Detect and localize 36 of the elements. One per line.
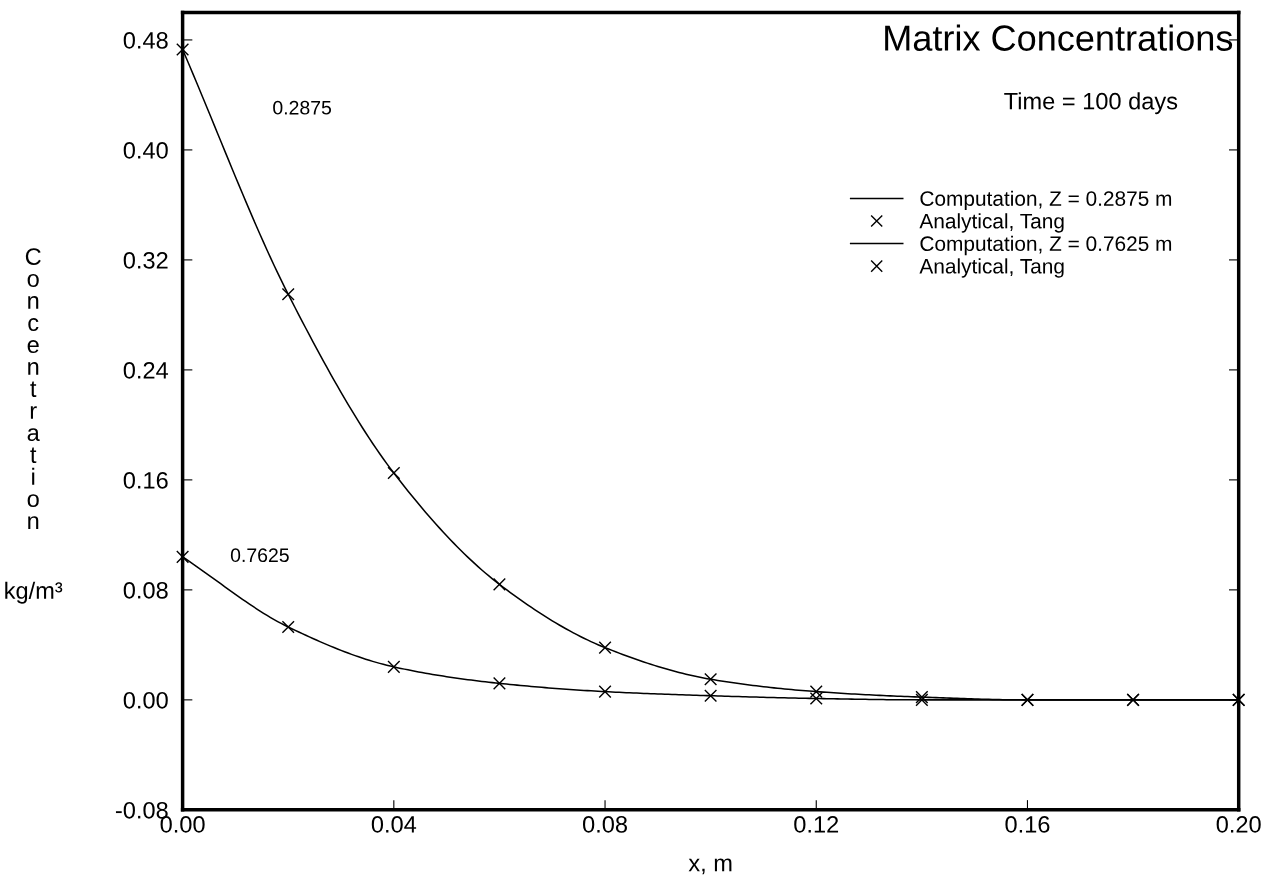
point bbox=[387, 660, 401, 674]
point bbox=[704, 672, 718, 686]
legend-label: Computation, Z = 0.7625 m bbox=[920, 235, 1172, 256]
annotation: 0.7625 bbox=[230, 548, 289, 563]
y-tick-label: 0.48 bbox=[123, 32, 168, 49]
x-tick-label: 0.16 bbox=[1005, 816, 1050, 833]
point bbox=[176, 550, 190, 564]
point bbox=[809, 685, 823, 699]
x-tick-label: 0.20 bbox=[1216, 816, 1261, 833]
x-tick-label: 0.04 bbox=[371, 816, 417, 833]
legend-label: Analytical, Tang bbox=[919, 258, 1064, 278]
point bbox=[704, 689, 718, 703]
point bbox=[492, 577, 506, 591]
legend-label: Analytical, Tang bbox=[919, 213, 1064, 233]
chart-title: Matrix Concentrations bbox=[885, 24, 1233, 51]
y-tick-label: 0.16 bbox=[123, 471, 168, 489]
point bbox=[598, 641, 612, 655]
point bbox=[492, 676, 506, 690]
point bbox=[809, 691, 823, 705]
text: Time = 100 days bbox=[1004, 92, 1178, 115]
point bbox=[387, 466, 401, 480]
x-tick-label: 0.12 bbox=[794, 816, 839, 833]
point bbox=[281, 620, 295, 634]
point bbox=[598, 685, 612, 699]
y-tick-label: 0.40 bbox=[123, 141, 168, 159]
annotation: 0.2875 bbox=[273, 100, 332, 115]
x-axis-title: x, m bbox=[688, 858, 732, 875]
text: Concentration kg/m³ bbox=[5, 248, 63, 604]
point bbox=[281, 287, 295, 301]
x-tick-label: 0.08 bbox=[582, 816, 627, 833]
y-tick-label: 0.00 bbox=[123, 691, 168, 709]
legend-label: Computation, Z = 0.2875 m bbox=[920, 190, 1172, 211]
y-tick-label: 0.24 bbox=[123, 361, 169, 379]
point bbox=[176, 43, 190, 57]
y-tick-label: 0.32 bbox=[123, 251, 168, 269]
y-tick-label: 0.08 bbox=[123, 581, 168, 599]
